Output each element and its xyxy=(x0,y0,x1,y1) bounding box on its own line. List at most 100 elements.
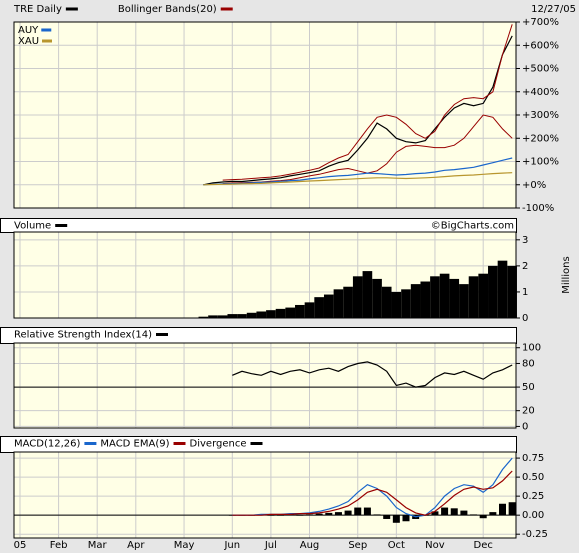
y-tick-label: 100 xyxy=(522,343,541,354)
x-tick-label: Sep xyxy=(348,540,367,551)
bar xyxy=(459,284,469,318)
bar xyxy=(323,294,334,318)
legend-label: Divergence xyxy=(190,439,247,450)
y-tick-label: 80 xyxy=(522,358,535,369)
legend-label: Bollinger Bands(20) xyxy=(118,4,217,15)
bar xyxy=(420,281,431,318)
bar xyxy=(383,515,391,519)
bar xyxy=(256,311,267,318)
bar xyxy=(333,289,344,318)
bar xyxy=(363,507,371,516)
x-tick-label: Mar xyxy=(88,540,108,551)
bar xyxy=(392,515,400,523)
bar xyxy=(449,278,460,318)
y-tick-label: +300% xyxy=(522,110,559,121)
y-tick-label: -0.25 xyxy=(522,529,548,540)
bar xyxy=(489,512,497,516)
plot-frame xyxy=(13,231,517,319)
series-line xyxy=(203,35,513,186)
bar xyxy=(275,308,286,318)
bar xyxy=(217,315,228,318)
bar xyxy=(285,307,296,318)
y-tick-label: 0.50 xyxy=(522,472,544,483)
plot-area xyxy=(14,343,516,428)
bar xyxy=(499,503,506,516)
bar xyxy=(478,273,489,318)
y-tick-label: +700% xyxy=(522,17,559,28)
y-tick-label: +200% xyxy=(522,133,559,144)
y-tick-label: 1 xyxy=(522,287,528,298)
y-tick-label: 50 xyxy=(522,382,535,393)
bar xyxy=(410,284,421,318)
bar xyxy=(304,302,315,318)
series-line xyxy=(203,157,513,186)
series-line xyxy=(232,470,513,516)
y-tick-label: 3 xyxy=(522,235,528,246)
x-tick-label: Oct xyxy=(388,540,405,551)
bar xyxy=(198,316,209,318)
y-tick-label: +100% xyxy=(522,157,559,168)
bar xyxy=(208,315,218,318)
y-axis-label: Millions xyxy=(561,256,572,293)
plot-frame xyxy=(13,451,517,539)
bar xyxy=(352,276,363,318)
y-tick-label: 20 xyxy=(522,406,535,417)
y-tick-label: 0 xyxy=(522,313,528,324)
band-upper xyxy=(222,24,513,181)
y-tick-label: 0.00 xyxy=(522,510,544,521)
source-label: ©BigCharts.com xyxy=(431,221,514,232)
y-tick-label: +500% xyxy=(522,64,559,75)
y-tick-label: 0 xyxy=(522,421,528,432)
x-tick-label: Jul xyxy=(264,540,277,551)
x-tick-label: 05 xyxy=(14,540,27,551)
bar xyxy=(460,510,468,516)
bar xyxy=(402,515,410,522)
bar xyxy=(277,515,285,516)
x-tick-label: Jun xyxy=(223,540,240,551)
y-tick-label: +0% xyxy=(522,180,546,191)
y-tick-label: +400% xyxy=(522,87,559,98)
plot-area xyxy=(14,452,516,538)
series-line xyxy=(203,172,513,186)
y-tick-label: 2 xyxy=(522,261,528,272)
x-tick-label: Dec xyxy=(474,540,493,551)
bar xyxy=(468,276,479,318)
legend-label: Volume xyxy=(14,221,51,232)
bar xyxy=(470,514,478,516)
bar xyxy=(343,286,353,318)
bar xyxy=(246,312,257,318)
bar xyxy=(431,511,439,516)
legend-label: TRE Daily xyxy=(13,4,62,15)
bar xyxy=(325,512,333,516)
series-line xyxy=(232,361,513,388)
bar xyxy=(237,314,247,318)
bar xyxy=(401,289,411,318)
y-tick-label: -100% xyxy=(522,203,554,214)
bar xyxy=(344,510,352,516)
bar xyxy=(479,515,487,519)
bar xyxy=(381,286,392,318)
bar xyxy=(507,265,517,318)
bar xyxy=(227,314,238,318)
x-tick-label: Nov xyxy=(425,540,445,551)
y-tick-label: 0.75 xyxy=(522,453,544,464)
legend-label: MACD EMA(9) xyxy=(100,439,169,450)
bar xyxy=(488,265,498,318)
bar xyxy=(372,278,382,318)
x-tick-label: May xyxy=(174,540,195,551)
legend-label: Relative Strength Index(14) xyxy=(14,330,152,341)
plot-frame xyxy=(13,342,517,429)
y-tick-label: +600% xyxy=(522,40,559,51)
bar xyxy=(296,515,304,516)
bar xyxy=(508,502,516,516)
plot-frame xyxy=(13,21,517,209)
bar xyxy=(314,297,324,318)
bar xyxy=(497,260,508,318)
bar xyxy=(267,515,275,516)
bar xyxy=(362,271,373,318)
bar xyxy=(354,507,362,516)
bar xyxy=(295,304,305,318)
bar xyxy=(315,513,323,516)
